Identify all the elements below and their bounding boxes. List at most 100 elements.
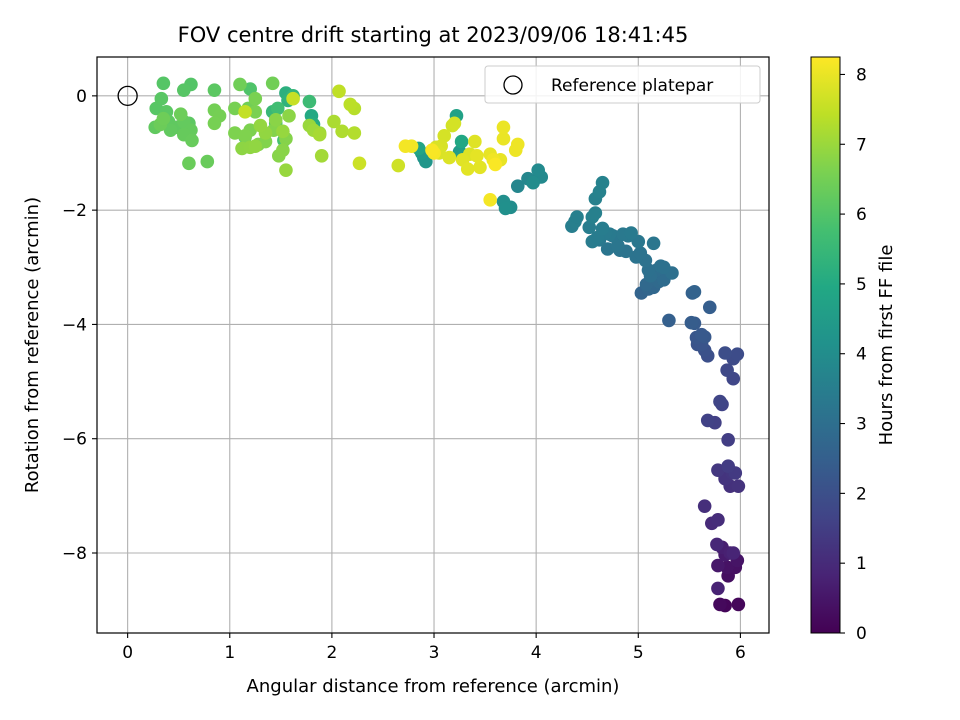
data-point [154,91,169,106]
data-point [391,158,406,173]
data-point [483,193,497,207]
data-point [228,101,242,116]
data-point [702,300,717,315]
data-point [268,113,283,127]
data-point [327,114,341,129]
data-point [710,537,724,552]
data-point [731,479,746,493]
data-point [720,363,734,377]
data-point [570,210,584,224]
data-point [425,143,439,157]
legend-box [484,65,761,104]
x-axis-label: Angular distance from reference (arcmin) [247,676,620,697]
data-point [454,134,469,149]
y-axis-ticks: 0 −2 −4 −6 −8 [62,87,97,564]
data-point [713,597,727,612]
data-point [713,394,727,409]
data-point [335,124,349,139]
y-axis-label: Rotation from reference (arcmin) [22,197,43,493]
data-point [468,134,482,149]
data-point [711,558,725,573]
data-point [697,499,712,513]
data-point [684,315,699,330]
colorbar-tick-label: 5 [856,275,867,295]
data-point [488,157,503,172]
colorbar-tick-label: 1 [856,554,867,574]
data-point [312,127,327,142]
data-point [718,346,732,360]
data-point [276,143,290,157]
data-point [730,347,745,361]
data-point [343,97,358,112]
data-point [279,163,293,177]
data-point [687,285,702,299]
data-point [253,118,268,133]
data-point [726,546,741,560]
data-point [595,175,610,190]
data-point [624,226,638,240]
colorbar-tick-label: 2 [856,484,867,504]
data-point [646,236,661,251]
data-point [721,459,735,473]
colorbar-ticks: 0 1 2 3 4 5 6 7 8 [840,65,867,644]
data-point [352,156,367,171]
data-point [332,84,346,99]
data-point [662,313,676,328]
colorbar-tick-label: 4 [856,345,867,365]
data-point [228,126,242,140]
data-point [470,149,484,163]
colorbar-tick-label: 0 [856,624,867,644]
data-point [582,220,597,235]
data-point [185,133,199,148]
data-point [496,131,511,146]
data-point [163,123,178,137]
data-point [156,76,171,91]
data-point [510,179,525,193]
data-point [473,160,487,175]
y-tick-label: −8 [62,544,87,564]
x-tick-label: 5 [633,643,644,663]
data-point [731,597,746,612]
data-point [282,109,296,123]
data-point [496,120,511,135]
data-point [526,175,540,190]
y-tick-label: −2 [62,201,87,221]
colorbar-tick-label: 6 [856,205,867,225]
data-points [148,76,746,613]
data-point [238,105,252,119]
data-point [270,101,285,116]
data-point [633,246,648,260]
data-point [447,116,462,131]
data-point [302,94,317,109]
x-tick-label: 1 [224,643,235,663]
data-point [595,221,610,236]
data-point [498,201,513,216]
colorbar: 0 1 2 3 4 5 6 7 8 Hours from first FF file [810,56,897,644]
chart-title: FOV centre drift starting at 2023/09/06 … [178,23,689,47]
data-point [182,156,196,171]
x-tick-label: 0 [122,643,133,663]
data-point [711,581,725,596]
colorbar-tick-label: 7 [856,135,867,155]
data-point [200,154,215,169]
data-point [173,107,188,121]
data-point [398,139,413,153]
legend-marker [503,75,523,95]
data-point [248,105,263,119]
colorbar-label: Hours from first FF file [876,245,897,446]
legend-entry-reference: Reference platepar [551,76,713,96]
reference-platepar-marker [117,85,138,107]
data-point [588,206,603,220]
legend: Reference platepar [484,65,761,104]
data-point [207,83,222,97]
data-point [510,137,525,152]
x-axis-ticks: 0 1 2 3 4 5 6 [122,633,746,663]
data-point [711,463,725,477]
plot-frame [96,56,770,634]
data-point [721,433,735,447]
data-point [600,242,615,256]
y-tick-label: −4 [62,315,87,335]
data-point [248,139,263,153]
data-point [207,116,222,131]
